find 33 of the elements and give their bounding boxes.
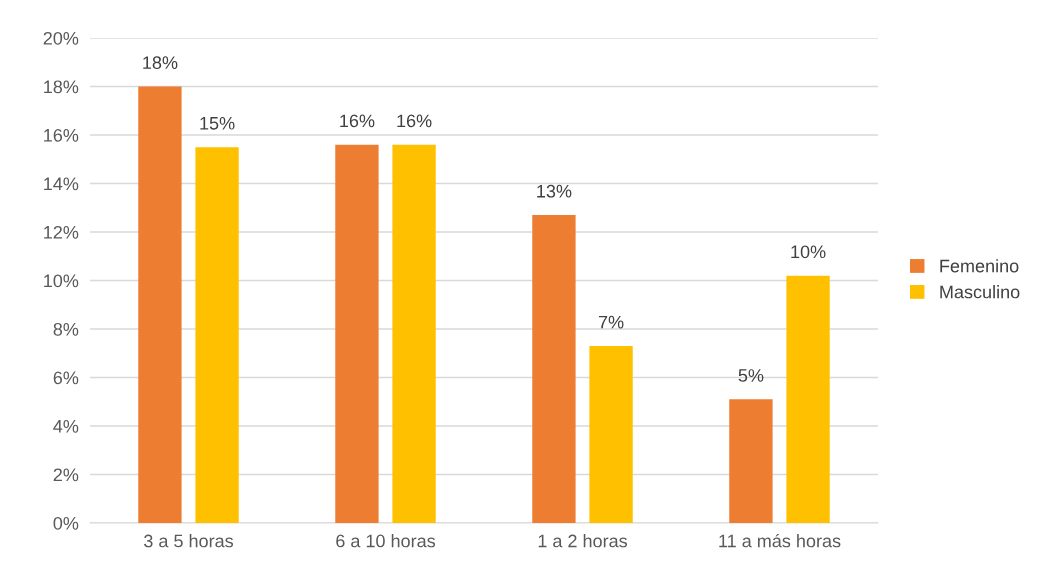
bar <box>729 399 773 523</box>
data-label: 13% <box>537 184 572 198</box>
y-tick-label: 18% <box>44 80 79 94</box>
x-tick-label: 6 a 10 horas <box>336 534 436 548</box>
y-tick-label: 6% <box>53 371 79 385</box>
y-tick-label: 16% <box>44 128 79 142</box>
data-label: 16% <box>397 114 432 128</box>
bar <box>532 215 576 523</box>
y-tick-label: 12% <box>44 225 79 239</box>
bar <box>786 275 830 523</box>
legend-label: Femenino <box>940 259 1019 273</box>
bar <box>195 147 239 523</box>
bar <box>392 144 436 523</box>
x-tick-label: 3 a 5 horas <box>144 534 234 548</box>
y-tick-label: 14% <box>44 177 79 191</box>
data-label: 15% <box>200 116 235 130</box>
y-tick-label: 10% <box>44 274 79 288</box>
data-label: 10% <box>791 245 826 259</box>
bar <box>138 86 182 523</box>
y-tick-label: 4% <box>53 420 79 433</box>
data-label: 16% <box>340 114 375 128</box>
y-tick-label: 20% <box>43 31 79 45</box>
legend-label: Masculino <box>940 285 1020 299</box>
data-label: 18% <box>143 56 178 70</box>
data-label: 7% <box>598 315 624 329</box>
x-tick-label: 11 a más horas <box>719 533 841 548</box>
x-tick-label: 1 a 2 horas <box>538 534 628 548</box>
data-label: 5% <box>738 369 764 382</box>
bar <box>589 345 633 523</box>
bar <box>335 144 379 523</box>
y-tick-label: 2% <box>53 468 79 482</box>
y-tick-label: 8% <box>53 322 79 336</box>
y-tick-label: 0% <box>53 516 79 530</box>
